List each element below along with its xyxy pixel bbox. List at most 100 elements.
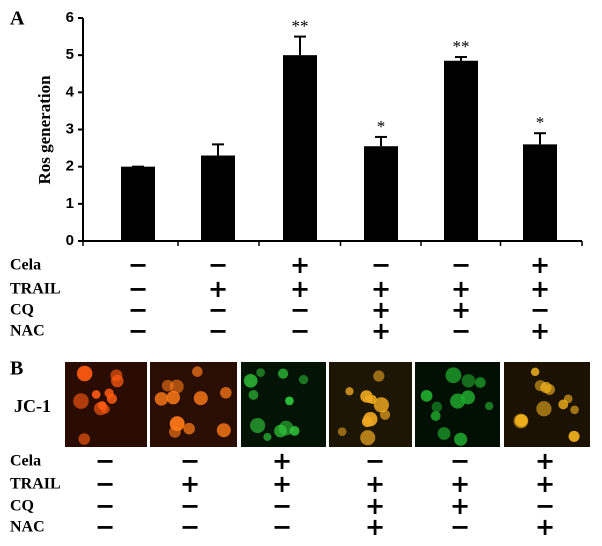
y-tick-label: 6	[66, 9, 74, 26]
cell	[169, 416, 185, 432]
y-tick-label: 3	[66, 120, 74, 137]
image-strip	[65, 362, 590, 447]
y-tick-label: 0	[66, 232, 74, 249]
cell	[563, 394, 573, 404]
significance: **	[453, 37, 470, 56]
treatment-sign: −	[272, 513, 292, 541]
cell	[91, 390, 101, 399]
treatment-sign: +	[290, 275, 310, 303]
bar	[364, 146, 398, 241]
treatment-sign: −	[290, 317, 310, 345]
treatment-label: CQ	[10, 302, 34, 319]
treatment-sign: −	[180, 492, 200, 520]
treatment-sign: −	[128, 275, 148, 303]
treatment-sign: −	[208, 317, 228, 345]
treatment-sign: +	[535, 447, 555, 475]
cell	[437, 427, 451, 440]
treatment-sign: −	[128, 251, 148, 279]
cell	[298, 374, 309, 385]
treatment-sign: −	[128, 296, 148, 324]
cell	[73, 393, 89, 409]
treatment-sign: −	[365, 447, 385, 475]
treatment-sign: −	[95, 447, 115, 475]
cell	[485, 401, 494, 411]
treatment-sign: −	[180, 447, 200, 475]
treatment-sign: +	[451, 296, 471, 324]
bar	[121, 166, 155, 241]
cell	[277, 368, 289, 379]
treatment-label: NAC	[10, 519, 45, 536]
cell	[534, 380, 546, 392]
treatment-sign: −	[450, 513, 470, 541]
cell	[544, 384, 555, 395]
treatment-sign: +	[290, 251, 310, 279]
row-label: JC-1	[14, 396, 51, 416]
treatment-sign: −	[128, 317, 148, 345]
significance: **	[292, 16, 309, 35]
cell	[193, 391, 208, 406]
treatment-label: TRAIL	[10, 281, 61, 298]
cell	[360, 430, 376, 446]
treatment-sign: +	[365, 492, 385, 520]
cell	[285, 396, 294, 406]
treatment-sign: +	[530, 251, 550, 279]
treatment-sign: +	[180, 470, 200, 498]
treatment-sign: +	[535, 513, 555, 541]
treatment-sign: +	[272, 470, 292, 498]
y-tick-label: 1	[66, 195, 74, 212]
treatment-label: CQ	[10, 498, 34, 515]
cell	[454, 432, 468, 446]
error-bar	[534, 132, 546, 145]
cell	[445, 367, 462, 384]
bar	[444, 60, 478, 241]
treatment-sign: −	[371, 251, 391, 279]
treatment-sign: +	[272, 447, 292, 475]
y-tick-label: 4	[66, 83, 75, 100]
cell	[183, 422, 195, 435]
treatment-sign: +	[365, 470, 385, 498]
treatment-sign: −	[530, 296, 550, 324]
treatment-sign: +	[371, 275, 391, 303]
cell	[248, 389, 259, 400]
error-bar	[455, 56, 467, 61]
cell	[93, 401, 108, 416]
error-bar	[375, 135, 387, 147]
cell	[192, 366, 203, 377]
treatment-sign: −	[450, 447, 470, 475]
treatment-sign: +	[371, 317, 391, 345]
treatment-sign: −	[272, 492, 292, 520]
cell	[220, 386, 232, 399]
cell	[536, 401, 552, 417]
cell	[243, 373, 258, 388]
treatment-sign: −	[290, 296, 310, 324]
treatment-sign: +	[530, 317, 550, 345]
cell	[278, 420, 294, 436]
treatment-sign: +	[450, 470, 470, 498]
treatment-sign: −	[535, 492, 555, 520]
significance: *	[377, 117, 386, 136]
cell	[450, 393, 466, 409]
cell	[363, 412, 378, 427]
cell	[154, 392, 169, 406]
cell	[530, 367, 540, 377]
treatment-sign: −	[208, 296, 228, 324]
bar	[283, 55, 317, 241]
bar	[201, 155, 235, 241]
panel-label: A	[10, 8, 25, 30]
cell	[568, 430, 580, 442]
treatment-sign: −	[95, 513, 115, 541]
cell	[570, 405, 579, 415]
treatment-label: TRAIL	[10, 476, 61, 493]
cell	[337, 427, 347, 437]
treatment-sign: +	[208, 275, 228, 303]
cell	[256, 368, 265, 377]
treatment-sign: −	[95, 492, 115, 520]
treatment-sign: +	[365, 513, 385, 541]
cell	[373, 397, 389, 413]
treatment-sign: −	[451, 317, 471, 345]
cell	[420, 389, 433, 402]
cell	[166, 390, 181, 405]
bar	[523, 144, 557, 241]
cell	[461, 374, 476, 388]
